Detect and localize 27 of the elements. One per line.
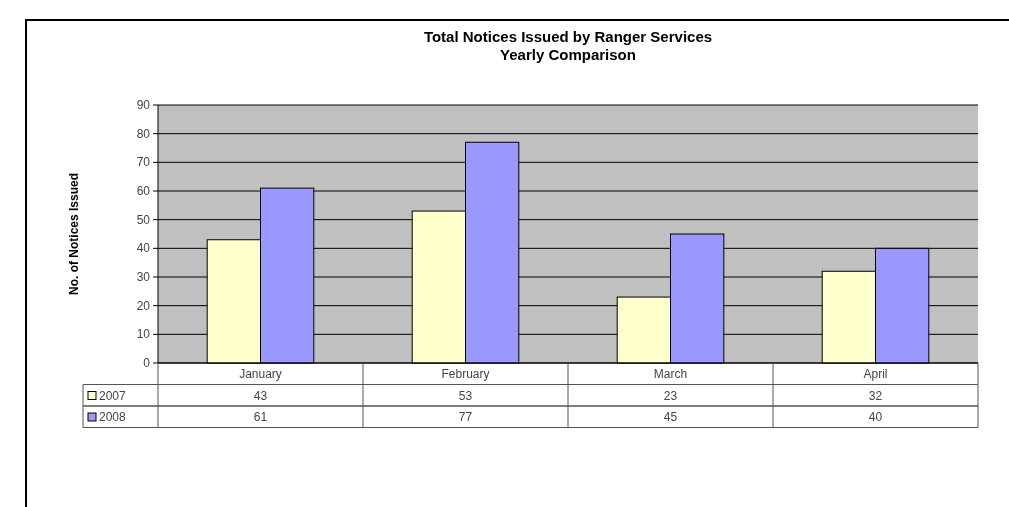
x-tick-label: April — [863, 367, 888, 381]
y-tick-label: 80 — [136, 126, 151, 141]
y-tick-label: 60 — [136, 184, 151, 198]
x-tick-label: February — [441, 367, 490, 381]
y-tick-label: 90 — [136, 98, 151, 112]
y-tick-label: 70 — [136, 155, 151, 170]
y-tick-label: 30 — [136, 270, 151, 284]
y-tick-label: 50 — [136, 212, 151, 227]
y-tick-label: 0 — [143, 356, 151, 370]
chart-subtitle: Yearly Comparison — [500, 46, 636, 63]
y-tick-label: 40 — [136, 241, 151, 256]
data-label: 53 — [458, 388, 473, 403]
legend-label: 2007 — [99, 388, 127, 403]
chart-title: Total Notices Issued by Ranger Services — [423, 28, 713, 45]
data-label: 23 — [663, 388, 678, 403]
y-axis-title: No. of Notices Issued — [67, 172, 81, 296]
data-label: 43 — [253, 388, 268, 403]
legend-label: 2008 — [99, 410, 127, 424]
data-label: 77 — [458, 410, 473, 424]
data-label: 45 — [663, 410, 678, 424]
x-tick-label: January — [239, 367, 282, 381]
y-tick-label: 10 — [136, 327, 151, 342]
data-label: 32 — [868, 388, 883, 403]
data-label: 61 — [253, 410, 268, 424]
y-tick-label: 20 — [136, 298, 151, 313]
x-tick-label: March — [653, 367, 688, 381]
data-label: 40 — [868, 410, 883, 424]
